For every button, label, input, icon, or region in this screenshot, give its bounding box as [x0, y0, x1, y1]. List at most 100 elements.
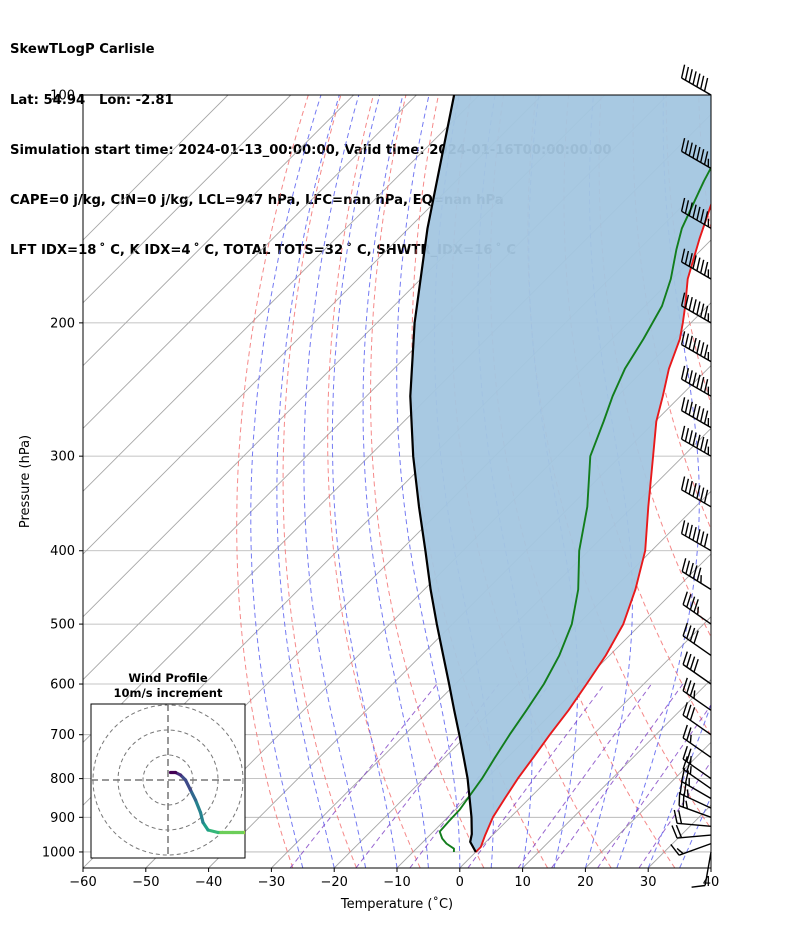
wind-barb-feather	[693, 599, 699, 613]
y-axis-label: Pressure (hPa)	[18, 435, 33, 528]
wind-barb-staff	[682, 714, 712, 736]
dry-adiabat	[236, 95, 309, 868]
wind-barb-feather	[684, 250, 690, 265]
wind-barb-feather	[703, 379, 709, 393]
wind-barb-feather	[703, 344, 709, 359]
x-tick-label: −60	[69, 875, 96, 890]
moist-adiabat	[303, 95, 367, 868]
x-tick-label: −20	[320, 875, 347, 890]
wind-barb-feather	[688, 335, 693, 350]
wind-barb-feather	[671, 825, 678, 839]
wind-barb	[680, 520, 712, 552]
dry-adiabat	[698, 95, 711, 235]
wind-barb-feather	[689, 596, 696, 610]
wind-barb-feather	[684, 368, 690, 382]
wind-barb-feather	[689, 656, 696, 670]
moist-adiabat	[396, 95, 461, 868]
chart-title: SkewTLogP Carlisle	[10, 42, 155, 58]
wind-barb-feather	[696, 257, 701, 271]
wind-barb	[680, 137, 712, 170]
wind-barb-feather	[700, 376, 705, 391]
wind-barb	[682, 702, 712, 736]
wind-barb-feather	[680, 197, 686, 212]
hodograph-trace	[251, 833, 256, 836]
wind-barb-feather	[703, 261, 709, 276]
wind-barb-feather	[689, 756, 692, 765]
wind-barb-feather	[696, 567, 702, 582]
wind-barb-feather	[692, 526, 697, 541]
wind-barb-feather	[691, 884, 706, 888]
y-tick-label: 300	[50, 450, 75, 465]
wind-barb-feather	[692, 299, 697, 313]
wind-barb-staff	[682, 690, 712, 711]
wind-barb-staff	[678, 805, 712, 818]
wind-barb-feather	[689, 734, 692, 744]
wind-barb-feather	[684, 66, 690, 81]
moist-adiabat	[331, 95, 398, 868]
y-tick-label: 100	[50, 89, 75, 104]
dry-adiabat	[731, 95, 794, 868]
wind-barb-staff	[682, 758, 712, 780]
x-tick-label: 20	[577, 875, 594, 890]
wind-barb-feather	[696, 434, 701, 449]
wind-barb-feather	[688, 142, 693, 156]
moist-adiabat	[250, 95, 322, 868]
wind-barb-feather	[681, 558, 687, 572]
wind-barb-staff	[677, 834, 712, 839]
moist-adiabat	[362, 95, 429, 868]
wind-barb-feather	[692, 372, 697, 386]
wind-barb-feather	[684, 478, 690, 493]
wind-barb-feather	[692, 337, 697, 352]
wind-barb-feather	[688, 202, 693, 216]
wind-barb-feather	[693, 690, 696, 699]
y-tick-label: 600	[50, 678, 75, 693]
x-tick-label: −40	[195, 875, 222, 890]
wind-barb-feather	[689, 682, 696, 697]
wind-barb-feather	[696, 529, 701, 543]
wind-barb-feather	[692, 565, 698, 579]
wind-barb-feather	[680, 248, 686, 263]
wind-barb-feather	[696, 206, 701, 221]
wind-barb	[680, 397, 712, 429]
wind-barb-feather	[686, 727, 692, 741]
plot-area	[83, 95, 794, 868]
wind-barb-feather	[686, 593, 692, 608]
wind-barb-staff	[682, 737, 712, 758]
wind-barb-feather	[680, 425, 686, 440]
x-tick-label: 30	[640, 875, 657, 890]
wind-barb-feather	[684, 140, 690, 154]
wind-barb	[680, 331, 712, 363]
wind-barb-feather	[680, 64, 686, 79]
wind-barb-feather	[675, 824, 683, 838]
wind-barb-feather	[686, 789, 689, 798]
isotherm-line	[83, 95, 480, 492]
x-tick-label: −50	[132, 875, 159, 890]
wind-barb-feather	[680, 137, 686, 152]
temperature-profile-line	[475, 202, 711, 853]
wind-barb	[680, 365, 712, 397]
x-tick-label: 10	[514, 875, 531, 890]
wind-barb-feather	[682, 651, 688, 665]
wind-barb-feather	[703, 211, 709, 225]
wind-barb-feather	[696, 374, 701, 389]
wind-barb-feather	[688, 524, 693, 539]
wind-barb-feather	[688, 296, 693, 311]
wind-barb-feather	[682, 702, 688, 716]
mixing-ratio-line	[551, 683, 684, 868]
wind-barb-feather	[688, 370, 693, 384]
y-tick-label: 800	[50, 772, 75, 787]
wind-barb-feather	[685, 560, 691, 574]
wind-barb-feather	[700, 531, 705, 545]
isotherm-line	[459, 616, 711, 868]
y-tick-label: 200	[50, 316, 75, 331]
wind-barb-feather	[686, 625, 692, 639]
wind-barb-staff	[677, 822, 712, 827]
wind-barb-feather	[684, 428, 690, 442]
wind-barb-staff	[682, 663, 712, 685]
y-tick-label: 1000	[42, 845, 75, 860]
wind-barb-staff	[681, 780, 712, 800]
wind-barb	[682, 651, 712, 685]
wind-barb	[680, 248, 712, 280]
wind-barb-feather	[673, 809, 678, 824]
